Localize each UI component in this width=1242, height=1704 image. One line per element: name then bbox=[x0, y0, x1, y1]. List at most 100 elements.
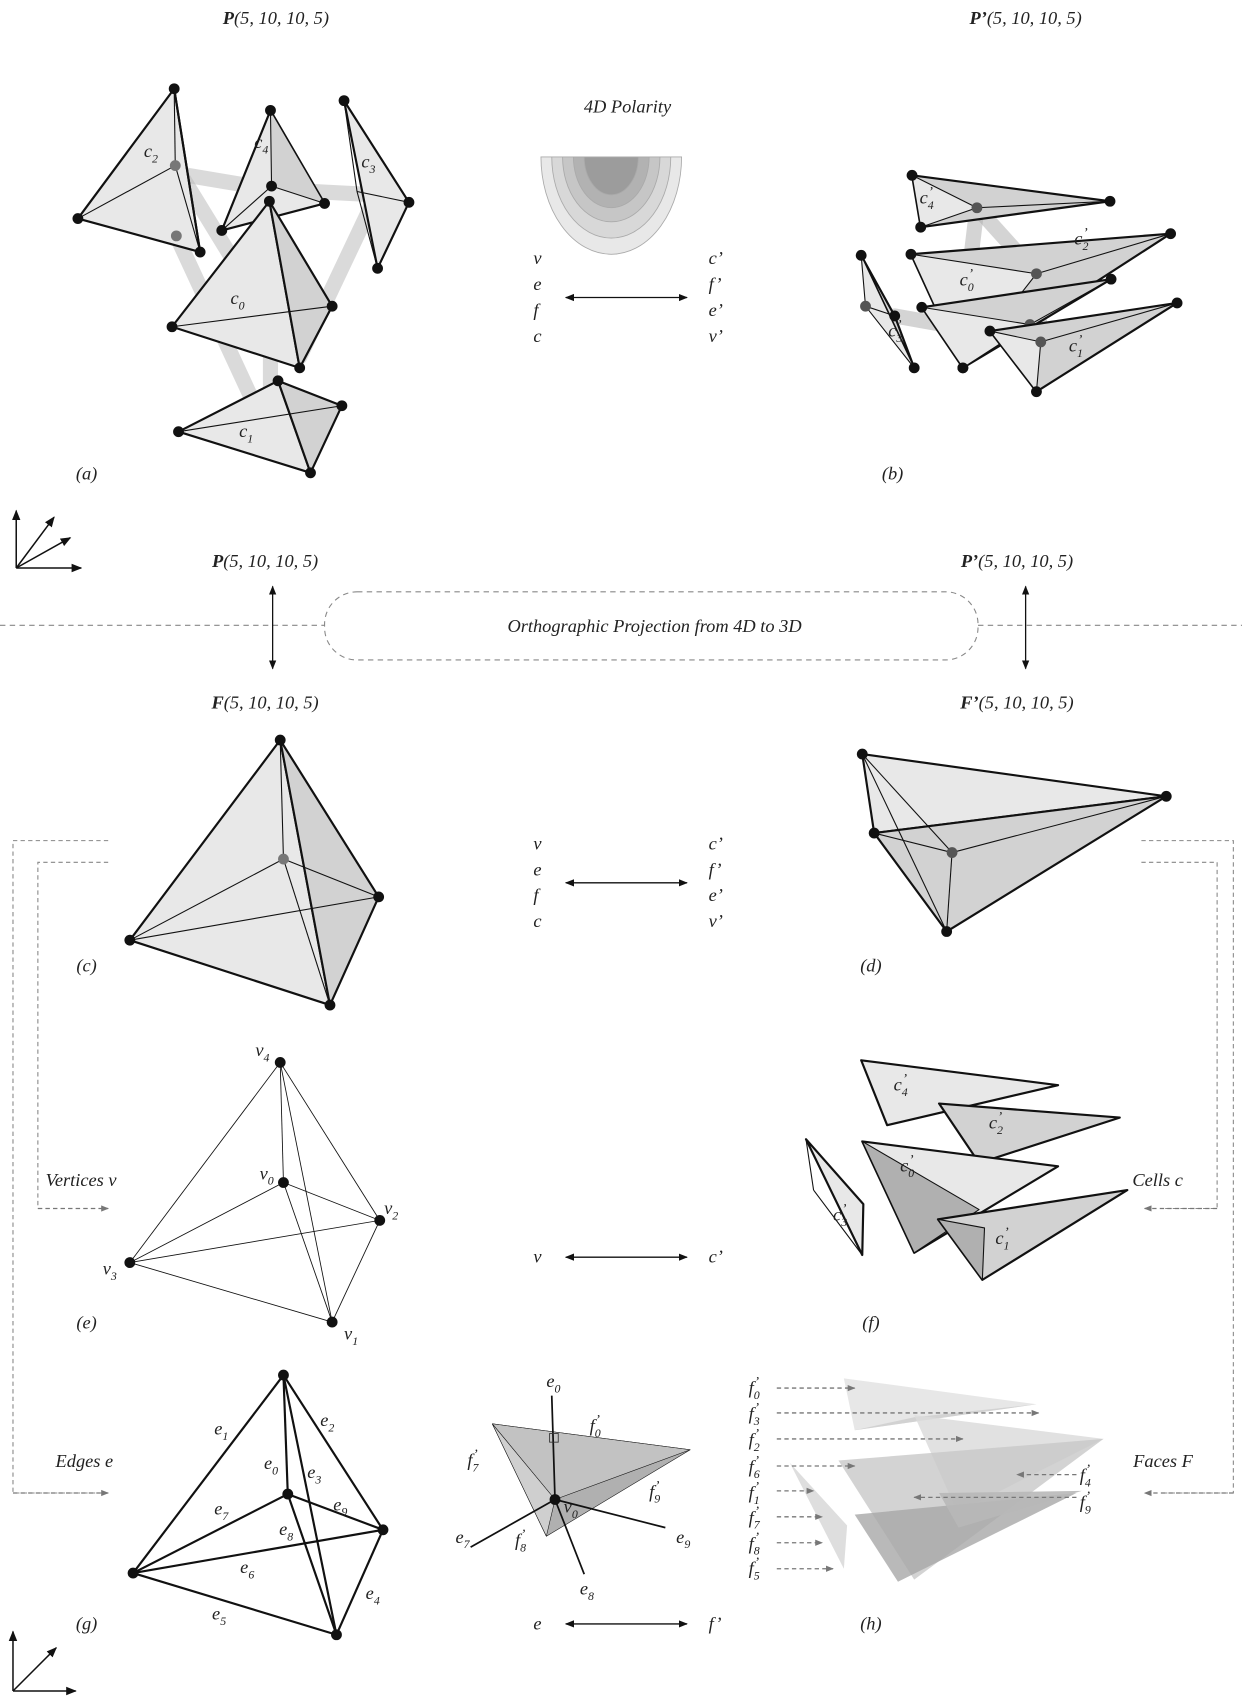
label-sub: 0 bbox=[555, 1381, 561, 1395]
label-main: f bbox=[749, 1456, 757, 1476]
label-main: c bbox=[920, 187, 928, 207]
label-main: f bbox=[749, 1558, 757, 1578]
edge bbox=[951, 795, 1167, 854]
label-prime: ’ bbox=[754, 1374, 759, 1390]
caption: (g) bbox=[76, 1613, 97, 1634]
vertex bbox=[1160, 790, 1172, 802]
face bbox=[789, 1462, 848, 1569]
label-prime: ’ bbox=[968, 266, 973, 282]
label: f9’ bbox=[649, 1478, 660, 1506]
edge bbox=[132, 1572, 337, 1636]
label: c1’ bbox=[995, 1225, 1009, 1253]
vertex bbox=[860, 300, 871, 312]
label-sub: 2 bbox=[392, 1208, 398, 1222]
dual-right: e’ bbox=[709, 300, 723, 320]
label-main: e bbox=[264, 1453, 272, 1473]
label-sub: 3 bbox=[369, 162, 376, 176]
label-main: c bbox=[230, 288, 238, 308]
connector bbox=[12, 840, 109, 1494]
label-main: f bbox=[749, 1377, 757, 1397]
connector bbox=[1141, 840, 1234, 1494]
label-prime: ’ bbox=[1004, 1225, 1009, 1241]
vertex bbox=[124, 934, 136, 946]
label-main: c bbox=[888, 320, 896, 340]
label-sub: 1 bbox=[754, 1493, 760, 1507]
dual-right: c’ bbox=[709, 833, 723, 853]
label-sub: 2 bbox=[152, 151, 158, 165]
vertex bbox=[305, 467, 316, 479]
edge bbox=[861, 753, 948, 932]
vertex bbox=[194, 246, 206, 258]
label-prime: ’ bbox=[1085, 1462, 1090, 1478]
vertex bbox=[941, 926, 953, 937]
face bbox=[937, 1218, 986, 1281]
panel-title: F’(5, 10, 10, 5) bbox=[959, 693, 1073, 714]
label-main: e bbox=[214, 1419, 222, 1439]
label-sub: 0 bbox=[595, 1426, 601, 1440]
title-symbol: F bbox=[210, 693, 223, 713]
caption: (a) bbox=[76, 463, 97, 484]
dual-right: f’ bbox=[709, 859, 722, 879]
label: e8 bbox=[279, 1519, 293, 1543]
vertex bbox=[124, 1257, 136, 1268]
edge bbox=[173, 88, 202, 253]
dual-right: v’ bbox=[709, 326, 723, 346]
vertex bbox=[373, 891, 385, 903]
face bbox=[921, 306, 1031, 369]
polarity-shell bbox=[583, 156, 639, 196]
label-sub: 4 bbox=[928, 198, 934, 212]
vertex bbox=[326, 300, 338, 312]
edge bbox=[129, 858, 284, 941]
label: v0 bbox=[260, 1163, 274, 1187]
caption: (f) bbox=[862, 1313, 879, 1334]
label-main: f bbox=[749, 1533, 757, 1553]
vertex bbox=[326, 1316, 338, 1328]
side-label: Faces F bbox=[1132, 1451, 1193, 1471]
label-main: c bbox=[239, 421, 247, 441]
edge bbox=[173, 88, 176, 166]
vertex bbox=[338, 95, 350, 107]
cell bbox=[76, 87, 202, 254]
label-main: c bbox=[894, 1075, 902, 1095]
vertex bbox=[946, 847, 958, 858]
label-sub: 2 bbox=[997, 1123, 1003, 1137]
edge bbox=[282, 858, 331, 1006]
label-main: e bbox=[676, 1527, 684, 1547]
edge bbox=[132, 1493, 289, 1575]
edge bbox=[279, 1062, 381, 1221]
label: c0’ bbox=[900, 1152, 914, 1180]
title-symbol: F’ bbox=[959, 693, 978, 713]
label: f8’ bbox=[749, 1530, 760, 1558]
face bbox=[911, 174, 978, 228]
label: c2’ bbox=[989, 1109, 1003, 1137]
vertex bbox=[266, 180, 277, 192]
dual-left: f bbox=[533, 885, 541, 905]
label-sub: 8 bbox=[754, 1544, 760, 1558]
edge bbox=[279, 1062, 333, 1323]
dual-right: v’ bbox=[709, 911, 723, 931]
label-prime: ’ bbox=[521, 1526, 526, 1542]
label-sub: 7 bbox=[754, 1518, 761, 1532]
edge bbox=[470, 1498, 556, 1548]
label: f7’ bbox=[467, 1446, 479, 1474]
label-sub: 4 bbox=[902, 1085, 908, 1099]
label: f8’ bbox=[515, 1526, 526, 1554]
label-main: c bbox=[989, 1112, 997, 1132]
label-prime: ’ bbox=[754, 1479, 759, 1495]
edge bbox=[283, 1182, 380, 1221]
vertex bbox=[1104, 195, 1116, 207]
label-prime: ’ bbox=[1085, 1489, 1090, 1505]
label-main: c bbox=[254, 132, 262, 152]
label-prime: ’ bbox=[909, 1152, 914, 1168]
edge bbox=[356, 190, 410, 203]
edge bbox=[279, 740, 284, 860]
edge bbox=[178, 405, 342, 433]
face bbox=[989, 330, 1042, 393]
connector bbox=[1141, 861, 1218, 1210]
vertex bbox=[272, 375, 284, 387]
label: f2’ bbox=[749, 1426, 760, 1454]
label: f0’ bbox=[749, 1374, 760, 1402]
label-main: e bbox=[307, 1462, 315, 1482]
label-main: e bbox=[333, 1494, 341, 1514]
edge bbox=[282, 1374, 338, 1635]
